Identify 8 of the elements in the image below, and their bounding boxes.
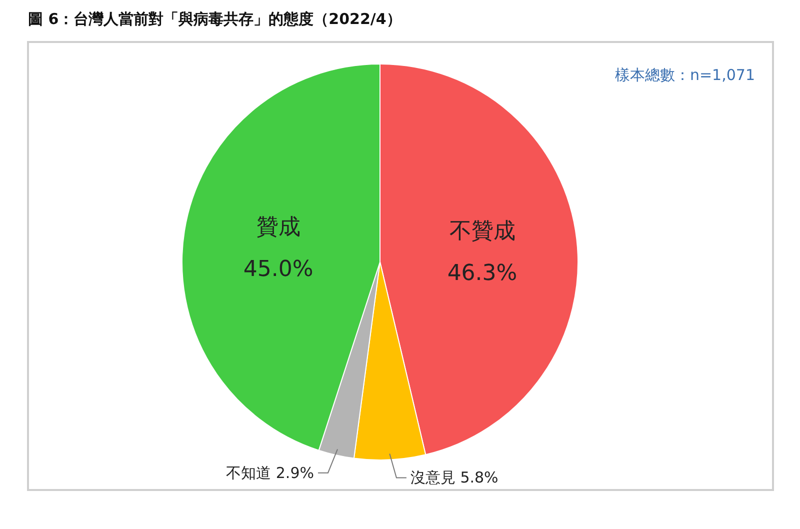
data-label: 45.0%: [243, 256, 314, 282]
slice-label: 沒意見 5.8%: [410, 468, 498, 487]
slice-label: 不贊成: [449, 219, 516, 244]
text: 樣本總數：n=1,071: [614, 66, 755, 84]
slice-label: 贊成: [256, 214, 300, 240]
chart-title: 圖 6：台灣人當前對「與病毒共存」的態度（2022/4）: [28, 10, 402, 28]
data-label: 46.3%: [447, 261, 518, 286]
slice-label: 不知道 2.9%: [226, 464, 314, 482]
